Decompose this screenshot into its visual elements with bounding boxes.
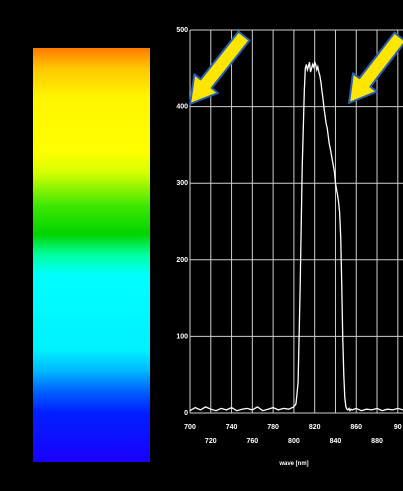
x-axis-title: wave [nm] <box>278 461 308 467</box>
series-line <box>189 60 403 413</box>
y-axis-ticks: 0 100 200 300 400 500 <box>176 27 188 417</box>
yellow-arrow-icon <box>348 31 403 104</box>
x-tick-label: 720 <box>205 438 217 445</box>
chart-plot-area <box>189 60 403 413</box>
x-tick-label: 880 <box>371 438 383 445</box>
annotation-arrows <box>189 30 403 105</box>
x-tick-label: 760 <box>246 438 258 445</box>
x-tick-label: 740 <box>226 424 238 431</box>
x-tick-label: 800 <box>288 438 300 445</box>
y-tick-label: 100 <box>176 333 188 340</box>
x-tick-label: 90 <box>394 424 402 431</box>
y-tick-label: 200 <box>176 257 188 264</box>
y-tick-label: 400 <box>176 104 188 111</box>
x-tick-label: 700 <box>184 424 196 431</box>
x-tick-label: 780 <box>267 424 279 431</box>
yellow-arrow-icon <box>189 30 251 105</box>
y-tick-label: 500 <box>176 27 188 34</box>
color-spectrum-bar <box>33 48 150 462</box>
x-tick-label: 820 <box>309 424 321 431</box>
x-axis-ticks: 700 740 780 820 860 90 720 760 800 840 880 <box>184 424 402 445</box>
x-tick-label: 860 <box>350 424 362 431</box>
y-tick-label: 300 <box>176 180 188 187</box>
color-spectrum-fill <box>33 48 150 462</box>
y-tick-label: 0 <box>184 410 188 417</box>
x-tick-label: 840 <box>330 438 342 445</box>
